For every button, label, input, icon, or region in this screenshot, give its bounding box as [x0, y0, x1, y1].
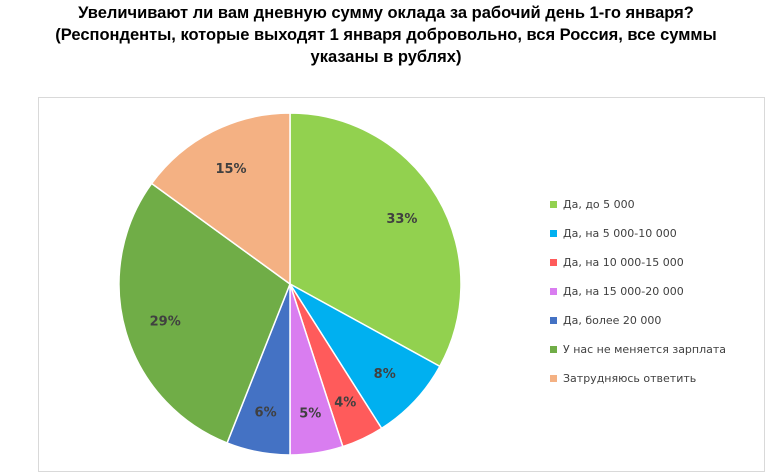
chart-legend: Да, до 5 000 Да, на 5 000-10 000 Да, на 10… [550, 190, 726, 393]
legend-item-15000-20000: Да, на 15 000-20 000 [550, 277, 726, 306]
legend-label: Да, более 20 000 [563, 314, 662, 327]
legend-label: Да, до 5 000 [563, 198, 635, 211]
legend-label: Да, на 5 000-10 000 [563, 227, 677, 240]
legend-swatch [550, 346, 557, 353]
legend-label: Да, на 15 000-20 000 [563, 285, 684, 298]
legend-swatch [550, 230, 557, 237]
legend-swatch [550, 201, 557, 208]
legend-item-undecided: Затрудняюсь ответить [550, 364, 726, 393]
legend-swatch [550, 259, 557, 266]
chart-title-line-2: (Респонденты, которые выходят 1 января д… [55, 26, 717, 44]
legend-item-upto-5000: Да, до 5 000 [550, 190, 726, 219]
pie-slice-unchanged [118, 182, 291, 444]
legend-label: У нас не меняется зарплата [563, 343, 727, 356]
legend-swatch [550, 288, 557, 295]
legend-swatch [550, 375, 557, 382]
data-label-undecided: 15% [215, 162, 246, 177]
legend-item-5000-10000: Да, на 5 000-10 000 [550, 219, 726, 248]
chart-title-line-1: Увеличивают ли вам дневную сумму оклада … [78, 4, 694, 22]
data-label-over-20000: 6% [255, 406, 277, 421]
legend-label: Да, на 10 000-15 000 [563, 256, 684, 269]
legend-item-unchanged: У нас не меняется зарплата [550, 335, 726, 364]
data-label-unchanged: 29% [150, 314, 181, 329]
legend-item-10000-15000: Да, на 10 000-15 000 [550, 248, 726, 277]
data-label-5000-10000: 8% [374, 367, 396, 382]
chart-title: Увеличивают ли вам дневную сумму оклада … [0, 2, 772, 68]
chart-title-line-3: указаны в рублях) [310, 48, 462, 66]
data-label-15000-20000: 5% [299, 406, 321, 421]
legend-swatch [550, 317, 557, 324]
data-label-upto-5000: 33% [386, 212, 417, 227]
legend-label: Затрудняюсь ответить [563, 372, 697, 385]
pie-slice-undecided [150, 112, 291, 286]
legend-item-over-20000: Да, более 20 000 [550, 306, 726, 335]
pie-slice-upto-5000 [289, 112, 462, 368]
data-label-10000-15000: 4% [334, 396, 356, 411]
